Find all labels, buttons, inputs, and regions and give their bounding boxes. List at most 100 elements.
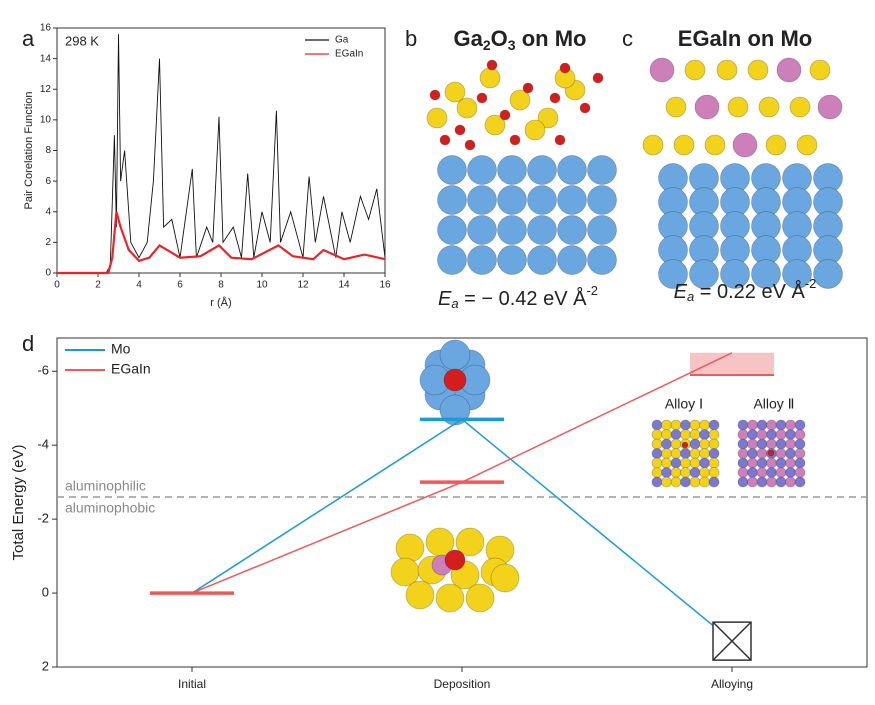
atom [497, 185, 527, 215]
atom [670, 476, 682, 488]
atom [661, 467, 672, 478]
atom [684, 59, 706, 81]
atom [785, 448, 796, 459]
atom [527, 155, 557, 185]
atom [775, 429, 787, 440]
y-tick-label: -6 [37, 363, 49, 378]
atom [756, 457, 768, 469]
atom [499, 109, 511, 121]
y-tick-label: 0 [45, 268, 51, 279]
atom [766, 429, 777, 440]
atom [439, 134, 451, 146]
atom [509, 89, 531, 111]
atom [592, 72, 604, 84]
x-tick-label: Initial [178, 677, 206, 691]
atom [766, 476, 777, 488]
atom [756, 476, 768, 488]
y-tick-label: -4 [37, 437, 49, 452]
atom [467, 185, 497, 215]
x-tick-label: 14 [338, 280, 350, 291]
atom [486, 59, 498, 71]
atom [813, 259, 843, 289]
atom [756, 438, 768, 450]
atom [789, 96, 811, 118]
atom [737, 419, 749, 431]
alloy-band [690, 352, 774, 375]
atom [651, 467, 663, 478]
atom [776, 57, 802, 83]
atom [681, 441, 689, 449]
atom [809, 59, 831, 81]
atom [497, 155, 527, 185]
atom [689, 259, 719, 289]
atom [699, 476, 710, 488]
atom [670, 419, 682, 431]
atom [444, 549, 466, 571]
atom [708, 448, 720, 459]
atom [785, 419, 796, 431]
atom [689, 438, 701, 450]
atom [756, 467, 768, 478]
y-tick-label: 2 [42, 658, 49, 673]
x-tick-label: 2 [95, 280, 101, 291]
atom [704, 134, 726, 156]
atom [689, 476, 701, 488]
atom [708, 419, 720, 431]
atom [727, 96, 749, 118]
atom [484, 114, 506, 136]
atom [708, 457, 720, 469]
atom [559, 62, 571, 74]
legend-label: Mo [111, 341, 131, 357]
atom [587, 245, 617, 275]
atom [670, 438, 682, 450]
atom [720, 259, 750, 289]
x-tick-label: Deposition [434, 677, 491, 691]
atom [527, 245, 557, 275]
atom [747, 476, 758, 488]
atom [794, 476, 806, 488]
atom [651, 429, 663, 440]
y-tick-label: 14 [40, 53, 52, 64]
atom [680, 448, 691, 459]
atom [699, 467, 710, 478]
atom [689, 457, 701, 469]
atom [554, 134, 566, 146]
plot-frame [56, 27, 386, 274]
atom [747, 59, 769, 81]
y-tick-label: 10 [40, 115, 52, 126]
atom [775, 438, 787, 450]
atom [747, 438, 758, 450]
atom [522, 82, 534, 94]
atom [437, 185, 467, 215]
atom [527, 215, 557, 245]
atom [775, 467, 787, 478]
atom [747, 467, 758, 478]
atom [747, 419, 758, 431]
panel-label: c [622, 26, 633, 51]
atom [587, 185, 617, 215]
atom [708, 476, 720, 488]
atom [775, 419, 787, 431]
atom [661, 438, 672, 450]
atom [454, 124, 466, 136]
legend-label: EGaIn [335, 49, 363, 60]
atom [444, 81, 466, 103]
atom [429, 89, 441, 101]
atom [689, 467, 701, 478]
atom [455, 527, 485, 557]
atom [651, 476, 663, 488]
atom [658, 259, 688, 289]
atom [524, 119, 546, 141]
panel-label: a [22, 26, 35, 51]
atom [651, 438, 663, 450]
atom [782, 259, 812, 289]
alloy-label: Alloy Ⅰ [665, 396, 703, 412]
y-axis-label: Total Energy (eV) [10, 445, 27, 561]
atom [708, 438, 720, 450]
atom [557, 215, 587, 245]
atom [766, 438, 777, 450]
atom [497, 215, 527, 245]
atom [699, 438, 710, 450]
atom [467, 155, 497, 185]
